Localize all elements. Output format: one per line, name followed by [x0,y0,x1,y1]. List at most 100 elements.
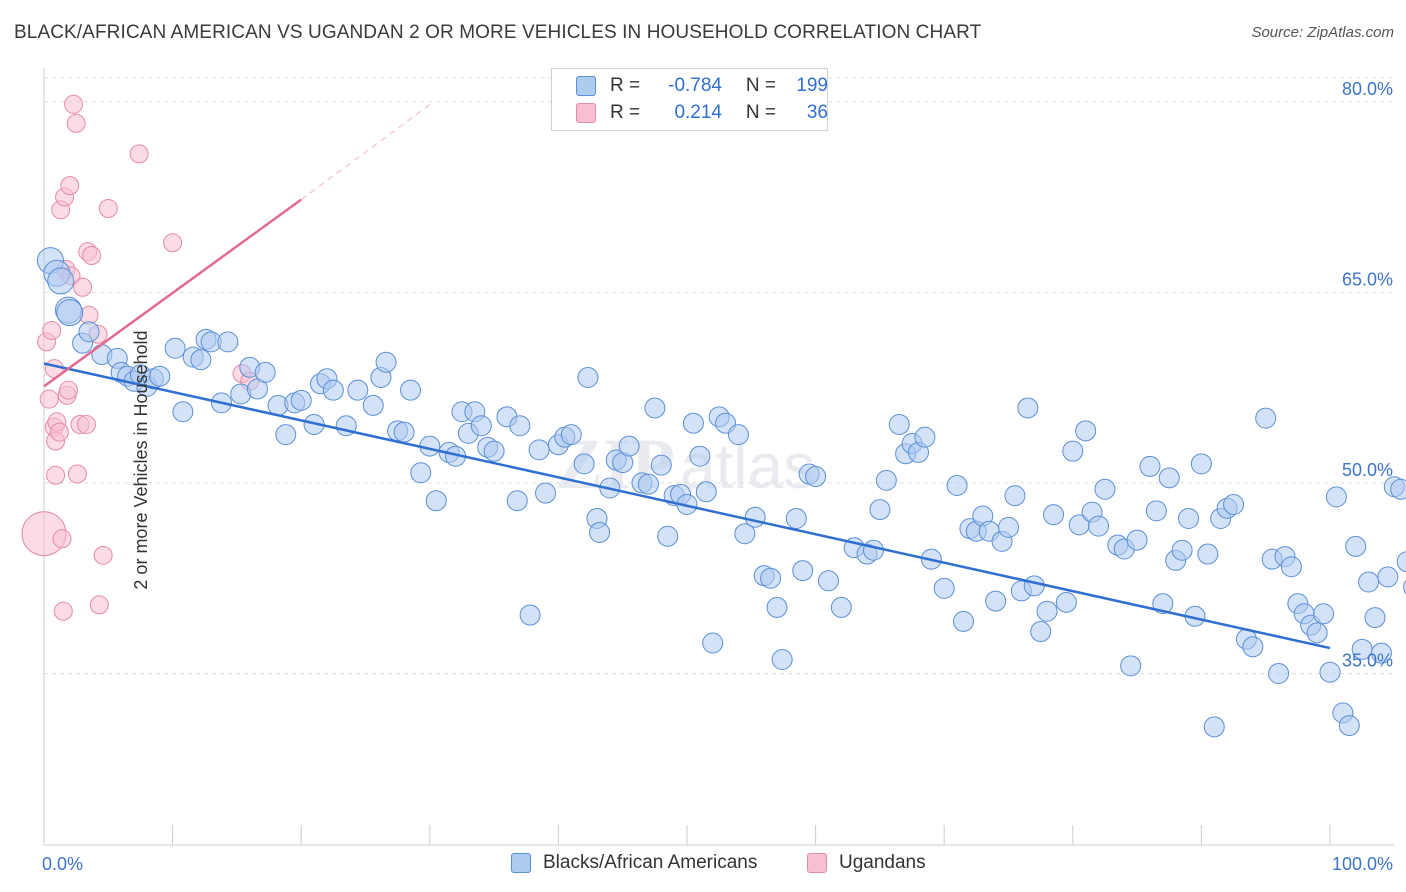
legend-item-ugandans-label: Ugandans [839,852,926,873]
black-point [637,473,659,495]
black-point [830,596,852,618]
legend-row-ugandans: R = 0.214 N = 36 [576,100,828,126]
black-point [393,421,415,443]
black-point [164,337,186,359]
black-point [172,401,194,423]
ugandan-point [42,320,62,340]
black-point [689,445,711,467]
y-tick-label: 35.0% [1342,650,1393,670]
ugandan-point [76,414,96,434]
black-point [1345,535,1367,557]
black-point [766,596,788,618]
black-point [1075,420,1097,442]
black-point [290,389,312,411]
black-point [785,507,807,529]
black-point [322,379,344,401]
ugandans-trendline-extension [300,101,434,200]
ugandan-point [58,380,78,400]
trendlines [43,101,1331,650]
black-point [946,474,968,496]
black-point [347,379,369,401]
black-point [771,649,793,671]
black-point [362,394,384,416]
ugandan-point [53,601,73,621]
black-point [1152,593,1174,615]
legend-r-label: R = [610,75,641,96]
legend-n-value: 36 [806,102,828,123]
black-point [1043,504,1065,526]
ugandan-point [163,233,183,253]
legend-item-blacks: Blacks/African Americans [511,852,757,874]
y-axis-label: 2 or more Vehicles in Household [131,330,152,590]
black-point [1126,529,1148,551]
black-point [702,632,724,654]
black-point [1120,655,1142,677]
ugandan-point [60,176,80,196]
black-point [644,397,666,419]
y-tick-label: 65.0% [1342,269,1393,289]
black-point [817,570,839,592]
black-point [985,590,1007,612]
black-point [695,481,717,503]
correlation-legend: R = -0.784 N = 199 R = 0.214 N = 36 [551,68,828,131]
black-point [1158,467,1180,489]
black-point [217,331,239,353]
legend-r-value: 0.214 [674,102,722,123]
black-point [1094,478,1116,500]
black-point [1268,662,1290,684]
black-point [914,426,936,448]
black-point [425,490,447,512]
ugandan-point [98,198,118,218]
tick-labels: 35.0% 50.0% 65.0% 80.0% 0.0% 100.0% [42,79,1393,874]
ugandans-points [21,94,260,621]
legend-item-blacks-label: Blacks/African Americans [543,852,758,873]
black-point [1178,507,1200,529]
black-point [744,506,766,528]
legend-row-blacks: R = -0.784 N = 199 [576,73,828,99]
black-point [1313,603,1335,625]
black-point [509,415,531,437]
black-point [1390,478,1406,500]
black-point [727,424,749,446]
legend-n-label: N = [745,102,776,123]
black-point [483,440,505,462]
black-point [254,361,276,383]
black-point [1036,600,1058,622]
black-point [1403,579,1406,595]
y-tick-label: 80.0% [1342,79,1393,99]
ugandan-point [73,277,93,297]
black-point [760,567,782,589]
black-point [734,523,756,545]
black-point [47,267,75,295]
black-point [862,539,884,561]
x-tick-label: 100.0% [1332,854,1393,874]
legend-n-value: 199 [796,75,828,96]
black-point [1055,591,1077,613]
black-point [560,424,582,446]
black-point [1190,453,1212,475]
source-label: Source: ZipAtlas.com [1251,24,1394,41]
ugandans-trendline [43,198,302,388]
ugandan-point [129,144,149,164]
black-point [1358,571,1380,593]
black-point [1280,556,1302,578]
black-point [1145,500,1167,522]
black-point [1325,486,1347,508]
axes [43,68,1394,846]
black-point [1062,440,1084,462]
series-swatch-blue [511,853,531,873]
legend-item-ugandans: Ugandans [807,852,926,874]
black-point [1223,494,1245,516]
black-point [1242,636,1264,658]
legend-swatch-blue [576,76,596,96]
black-point [998,516,1019,538]
black-point [1370,642,1392,664]
black-point [519,604,541,626]
black-point [869,499,891,521]
black-point [149,365,171,387]
black-point [618,435,640,457]
black-point [78,321,100,343]
blacks-trendline [43,362,1331,650]
legend-r-label: R = [610,102,641,123]
ugandan-point [89,595,109,615]
